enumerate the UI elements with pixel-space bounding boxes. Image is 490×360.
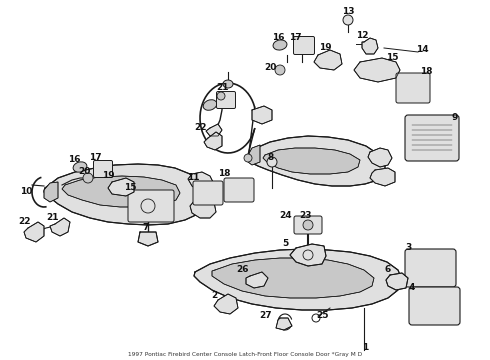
Polygon shape [212,258,374,298]
Ellipse shape [203,100,217,110]
Text: 25: 25 [316,311,328,320]
Polygon shape [368,148,392,167]
Polygon shape [248,145,260,165]
Text: 1: 1 [362,343,368,352]
Text: 19: 19 [102,171,114,180]
Polygon shape [24,222,44,242]
Ellipse shape [223,80,233,88]
Text: 24: 24 [280,211,293,220]
FancyBboxPatch shape [94,161,113,177]
FancyBboxPatch shape [294,36,315,54]
Polygon shape [386,273,408,290]
Polygon shape [204,132,222,150]
Text: 18: 18 [420,67,432,76]
Circle shape [303,220,313,230]
Polygon shape [50,218,70,236]
Polygon shape [44,182,58,202]
Circle shape [217,92,225,100]
Polygon shape [290,244,326,266]
FancyBboxPatch shape [405,249,456,287]
FancyBboxPatch shape [224,178,254,202]
Circle shape [343,15,353,25]
Polygon shape [138,232,158,246]
Text: 20: 20 [78,167,90,176]
Polygon shape [214,294,238,314]
Text: 2: 2 [211,291,217,300]
Polygon shape [370,168,395,186]
FancyBboxPatch shape [409,287,460,325]
Text: 11: 11 [187,172,199,181]
Circle shape [83,173,93,183]
Text: 8: 8 [268,153,274,162]
Text: 16: 16 [68,156,80,165]
Text: 3: 3 [405,243,411,252]
Text: 20: 20 [264,63,276,72]
Ellipse shape [73,162,87,172]
Text: 15: 15 [386,54,398,63]
Ellipse shape [273,40,287,50]
FancyBboxPatch shape [128,190,174,222]
Text: 18: 18 [218,170,230,179]
Text: 23: 23 [299,211,311,220]
Polygon shape [362,38,378,54]
Polygon shape [44,164,205,225]
Text: 15: 15 [124,184,136,193]
Circle shape [244,154,252,162]
Polygon shape [190,198,216,218]
Text: 19: 19 [318,42,331,51]
Text: 26: 26 [236,266,248,274]
Text: 4: 4 [409,284,415,292]
Polygon shape [108,178,134,196]
Polygon shape [206,124,222,136]
FancyBboxPatch shape [217,91,236,108]
Text: 10: 10 [20,188,32,197]
Polygon shape [276,318,292,330]
FancyBboxPatch shape [396,73,430,103]
Text: 21: 21 [216,84,228,93]
Text: 14: 14 [416,45,428,54]
Text: 17: 17 [289,33,301,42]
Text: 6: 6 [385,266,391,274]
FancyBboxPatch shape [193,181,223,205]
Polygon shape [194,249,402,310]
Text: 1997 Pontiac Firebird Center Console Latch-Front Floor Console Door *Gray M D: 1997 Pontiac Firebird Center Console Lat… [128,352,362,357]
Text: 22: 22 [194,123,206,132]
FancyBboxPatch shape [405,115,459,161]
Circle shape [267,157,277,167]
Text: 27: 27 [260,311,272,320]
Text: 13: 13 [342,8,354,17]
Polygon shape [263,148,360,174]
FancyBboxPatch shape [294,216,322,234]
Circle shape [275,65,285,75]
Text: 7: 7 [143,224,149,233]
Text: 17: 17 [89,153,101,162]
Text: 22: 22 [18,217,30,226]
Text: 12: 12 [356,31,368,40]
Text: 5: 5 [282,239,288,248]
Polygon shape [248,136,385,186]
Polygon shape [246,272,268,288]
Polygon shape [188,172,214,192]
Polygon shape [62,176,180,207]
Polygon shape [314,50,342,70]
Text: 21: 21 [46,213,58,222]
Polygon shape [252,106,272,124]
Text: 9: 9 [452,113,458,122]
Text: 16: 16 [272,33,284,42]
Polygon shape [354,58,400,82]
